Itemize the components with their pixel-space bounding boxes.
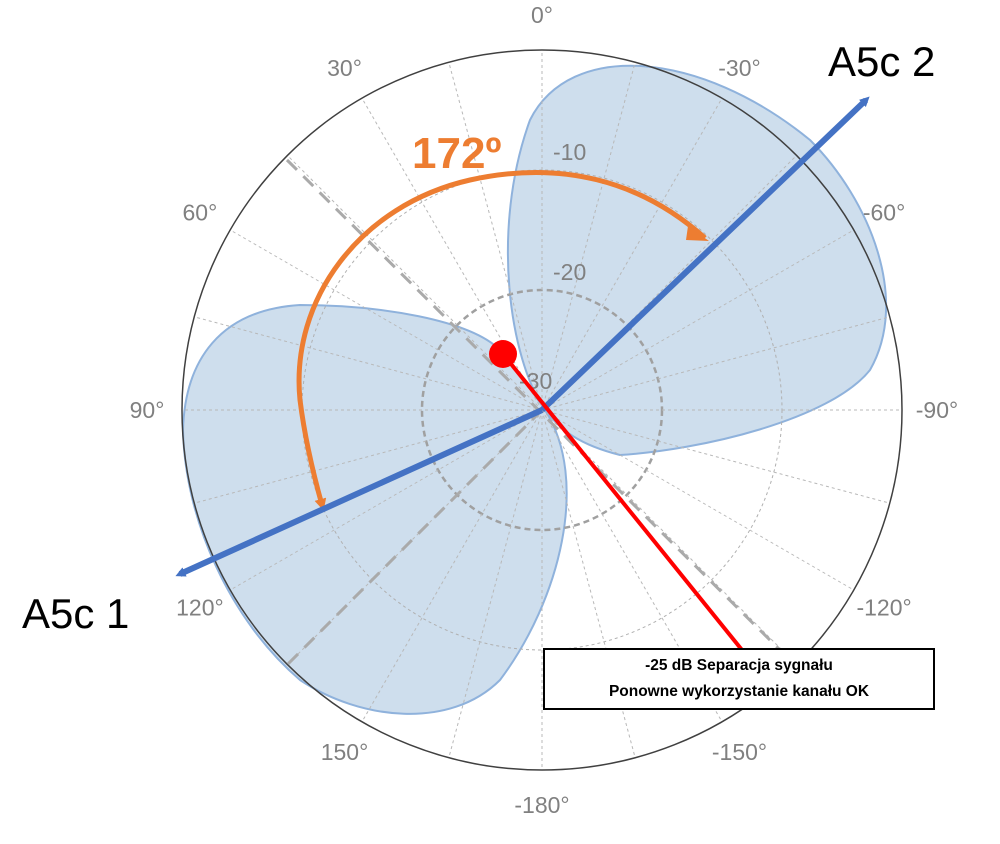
grid-spoke	[194, 316, 543, 411]
separation-arc-head	[686, 226, 709, 241]
note-line-1: -25 dB Separacja sygnału	[645, 657, 833, 674]
beam-label-a5c-2: A5c 2	[828, 38, 935, 85]
angle-tick-label: 150°	[321, 739, 369, 765]
beam-arrow-a5c-1	[175, 407, 544, 577]
radial-tick-label: -10	[553, 139, 586, 165]
angle-tick-label: -180°	[514, 792, 569, 818]
angle-tick-label: -30°	[718, 55, 760, 81]
grid-spoke	[361, 97, 543, 411]
separation-arc	[296, 170, 707, 511]
angle-tick-label: -150°	[712, 739, 767, 765]
angle-tick-label: -120°	[856, 595, 911, 621]
angle-tick-label: 0°	[531, 2, 553, 28]
beam-arrow-a5c-2	[539, 96, 870, 413]
note-line-2: Ponowne wykorzystanie kanału OK	[608, 683, 870, 700]
separation-pointer-line	[501, 352, 744, 652]
grid-spoke	[194, 409, 543, 504]
grid-spoke	[541, 229, 855, 411]
grid-spoke	[541, 62, 636, 411]
angle-labels: 0° 30° 60° 90° 120° 150° -180° -150° -120° -90° -6…	[130, 2, 959, 818]
beam-label-a5c-1: A5c 1	[22, 590, 129, 637]
radial-tick-label: -20	[553, 259, 586, 285]
outer-circle	[181, 49, 903, 771]
grid-spoke	[229, 229, 543, 411]
angle-tick-label: -60°	[863, 200, 905, 226]
angle-tick-label: -90°	[916, 397, 958, 423]
grid-spoke	[541, 316, 890, 411]
angle-tick-label: 120°	[176, 595, 224, 621]
grid-spoke	[361, 409, 543, 723]
null-direction-line-lower	[285, 408, 544, 667]
grid-spoke	[541, 409, 890, 504]
grid-spoke	[448, 62, 543, 411]
separation-note-box: -25 dB Separacja sygnału Ponowne wykorzy…	[543, 648, 935, 710]
angle-tick-label: 90°	[130, 397, 165, 423]
separation-angle-label: 172º	[412, 129, 501, 178]
grid-spoke	[448, 409, 543, 758]
grid-spoke	[541, 97, 723, 411]
angle-tick-label: 30°	[327, 55, 362, 81]
angle-tick-label: 60°	[183, 200, 218, 226]
grid-spoke	[229, 409, 543, 591]
grid-spoke	[541, 409, 855, 591]
separation-marker-dot	[489, 340, 517, 368]
